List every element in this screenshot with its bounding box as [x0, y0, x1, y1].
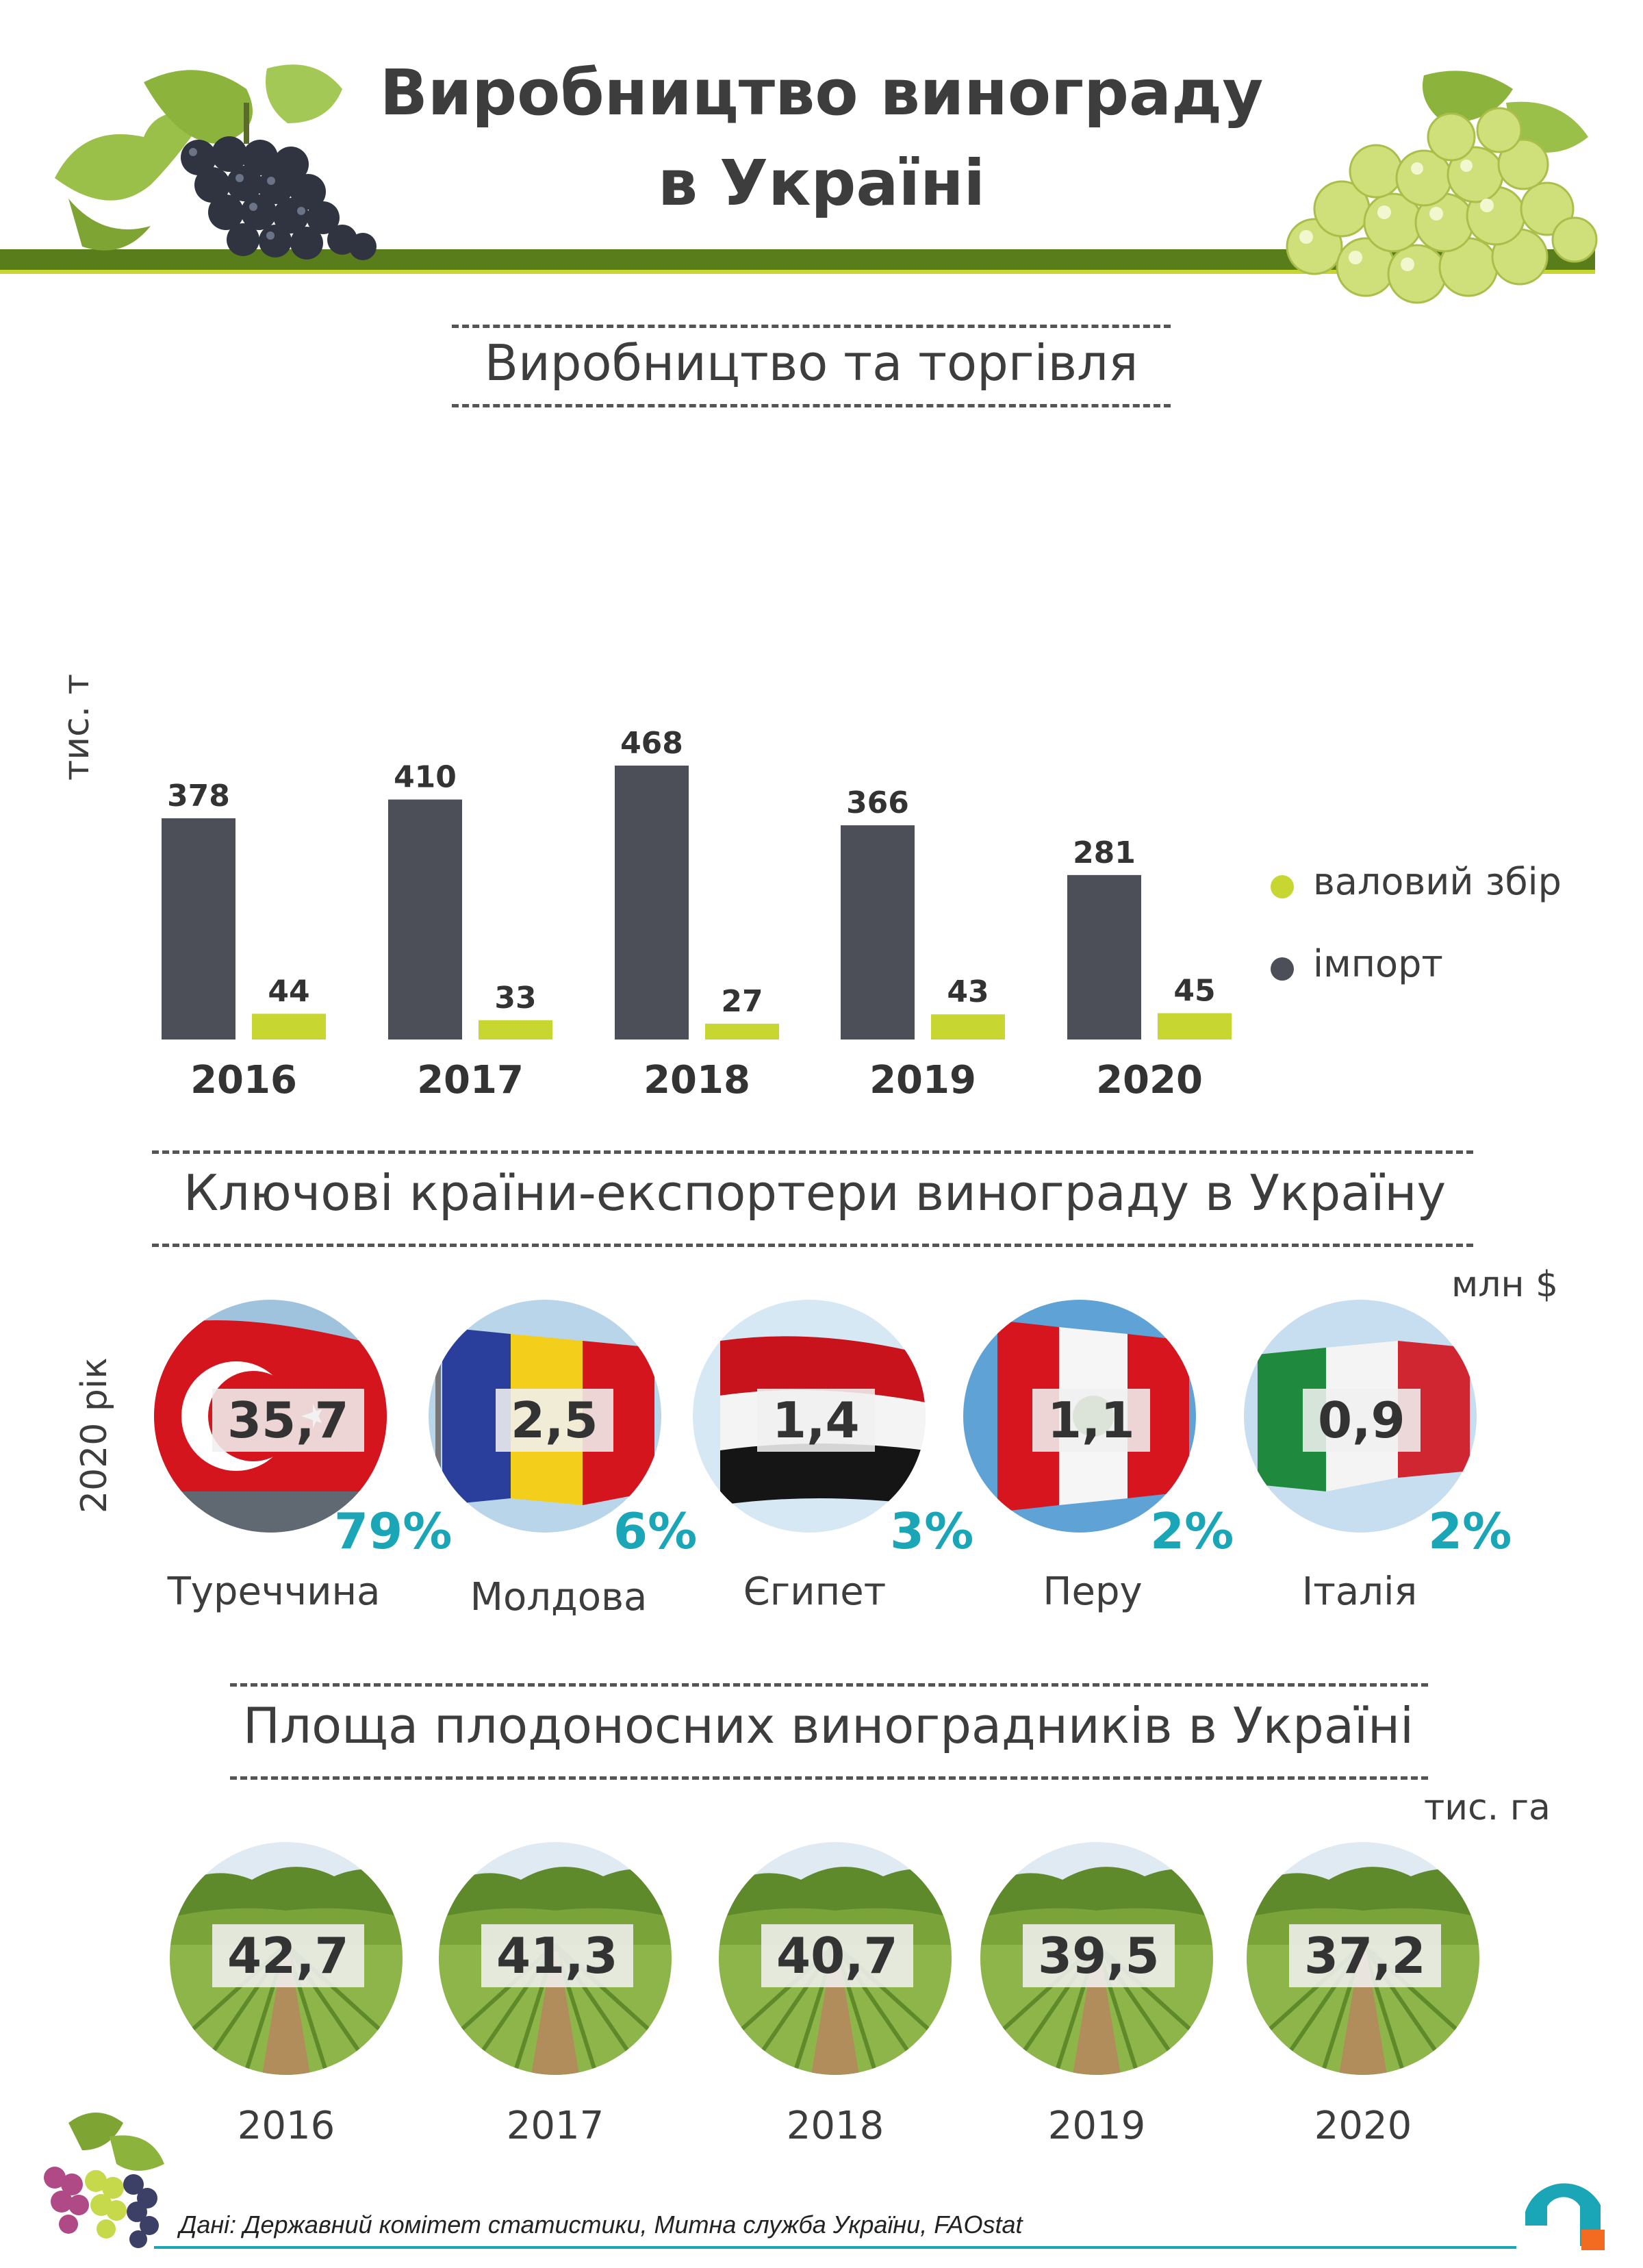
- section-divider-bottom: [452, 404, 1171, 407]
- grape-bunch-icon: [44, 2113, 164, 2248]
- title-line-1: Виробництво винограду: [379, 56, 1264, 129]
- exporters-divider-top: [152, 1150, 1473, 1154]
- exporter-value: 2,5: [496, 1389, 613, 1452]
- green-grapes-illustration: [1286, 71, 1598, 304]
- bar-import-2019: [841, 825, 915, 1040]
- data-label-import-2019: 366: [846, 785, 909, 820]
- data-label-import-2017: 410: [394, 760, 457, 795]
- x-tick-label-2017: 2017: [417, 1058, 524, 1102]
- flag-circle-italy: [1244, 1300, 1477, 1533]
- exporter-country: Італія: [1301, 1570, 1418, 1614]
- bar-harvest-2019: [931, 1014, 1005, 1040]
- exporters-unit: млн $: [1451, 1264, 1559, 1305]
- bar-harvest-2018: [705, 1023, 779, 1040]
- vineyard-area-value: 42,7: [212, 1924, 364, 1987]
- exporter-share: 79%: [334, 1502, 453, 1560]
- legend-harvest-label: валовий збір: [1313, 860, 1562, 903]
- vineyards-unit: тис. га: [1424, 1787, 1551, 1828]
- vineyard-area-value: 39,5: [1023, 1924, 1175, 1987]
- title-line-2: в Україні: [657, 147, 986, 220]
- legend-import-swatch: [1271, 957, 1294, 981]
- data-label-import-2020: 281: [1073, 835, 1136, 870]
- exporter-share: 2%: [1428, 1502, 1512, 1560]
- vineyard-area-value: 37,2: [1289, 1924, 1441, 1987]
- x-tick-label-2019: 2019: [869, 1058, 976, 1102]
- exporters-year-label: 2020 рік: [74, 1357, 115, 1513]
- exporter-share: 2%: [1150, 1502, 1234, 1560]
- exporter-country: Туреччина: [167, 1570, 381, 1614]
- bar-harvest-2016: [252, 1013, 326, 1040]
- brand-logo-icon: [1525, 2183, 1605, 2250]
- vineyard-year-label: 2019: [1047, 2104, 1146, 2148]
- exporter-value: 1,4: [757, 1389, 875, 1452]
- exporters-section-title: Ключові країни-експортери винограду в Ук…: [183, 1164, 1447, 1222]
- data-label-harvest-2020: 45: [1173, 974, 1215, 1009]
- legend-import-label: імпорт: [1313, 942, 1443, 985]
- data-label-harvest-2017: 33: [494, 981, 536, 1016]
- vineyards-section-title: Площа плодоносних виноградників в Україн…: [242, 1697, 1414, 1754]
- exporter-country: Єгипет: [743, 1570, 887, 1614]
- x-tick-label-2016: 2016: [190, 1058, 297, 1102]
- bar-harvest-2017: [479, 1020, 552, 1040]
- exporter-value: 35,7: [212, 1389, 364, 1452]
- dark-grapes-illustration: [55, 64, 377, 260]
- data-label-import-2018: 468: [620, 726, 683, 761]
- bar-import-2016: [162, 818, 235, 1040]
- vineyard-year-label: 2018: [786, 2104, 884, 2148]
- exporter-value: 0,9: [1303, 1389, 1421, 1452]
- bar-import-2020: [1067, 874, 1141, 1040]
- exporters-divider-bottom: [152, 1244, 1473, 1247]
- vineyards-divider-bottom: [230, 1776, 1428, 1780]
- exporter-country: Перу: [1043, 1570, 1143, 1614]
- exporter-value: 1,1: [1032, 1389, 1150, 1452]
- data-label-harvest-2018: 27: [721, 984, 763, 1019]
- x-tick-label-2020: 2020: [1096, 1058, 1203, 1102]
- bar-harvest-2020: [1158, 1013, 1232, 1040]
- bar-import-2018: [615, 766, 689, 1040]
- vineyard-year-label: 2016: [237, 2104, 335, 2148]
- section-divider-top: [452, 325, 1171, 328]
- bar-import-2017: [388, 799, 462, 1040]
- data-label-import-2016: 378: [167, 779, 230, 814]
- production-bar-chart: 378 44 2016 410 33 2017 468 27 2018 366 43 2019 281 4…: [162, 726, 1232, 1102]
- footer-source: Дані: Державний комітет статистики, Митн…: [179, 2210, 1023, 2239]
- vineyard-year-label: 2017: [506, 2104, 604, 2148]
- data-label-harvest-2016: 44: [268, 974, 309, 1009]
- data-label-harvest-2019: 43: [947, 974, 989, 1009]
- vineyards-divider-top: [230, 1683, 1428, 1687]
- italy-flag-icon: [1244, 1300, 1477, 1533]
- x-tick-label-2018: 2018: [644, 1058, 750, 1102]
- header-band-accent: [0, 270, 1595, 274]
- production-section-title: Виробництво та торгівля: [484, 334, 1138, 392]
- vineyard-area-value: 41,3: [481, 1924, 633, 1987]
- exporter-country: Молдова: [470, 1575, 648, 1620]
- vineyard-area-value: 40,7: [761, 1924, 913, 1987]
- exporter-share: 6%: [613, 1502, 698, 1560]
- vineyard-year-label: 2020: [1314, 2104, 1412, 2148]
- legend-harvest-swatch: [1271, 875, 1294, 898]
- exporter-share: 3%: [890, 1502, 974, 1560]
- page-title: Виробництво винограду в Україні: [205, 48, 1438, 229]
- footer-rule: [154, 2246, 1516, 2249]
